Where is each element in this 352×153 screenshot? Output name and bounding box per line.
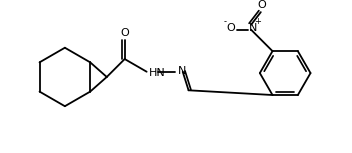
- Text: N: N: [249, 23, 257, 33]
- Text: -: -: [223, 17, 226, 26]
- Text: +: +: [254, 17, 261, 26]
- Text: N: N: [178, 66, 186, 76]
- Text: O: O: [226, 23, 235, 33]
- Text: HN: HN: [149, 68, 165, 78]
- Text: O: O: [120, 28, 129, 38]
- Text: O: O: [257, 0, 266, 10]
